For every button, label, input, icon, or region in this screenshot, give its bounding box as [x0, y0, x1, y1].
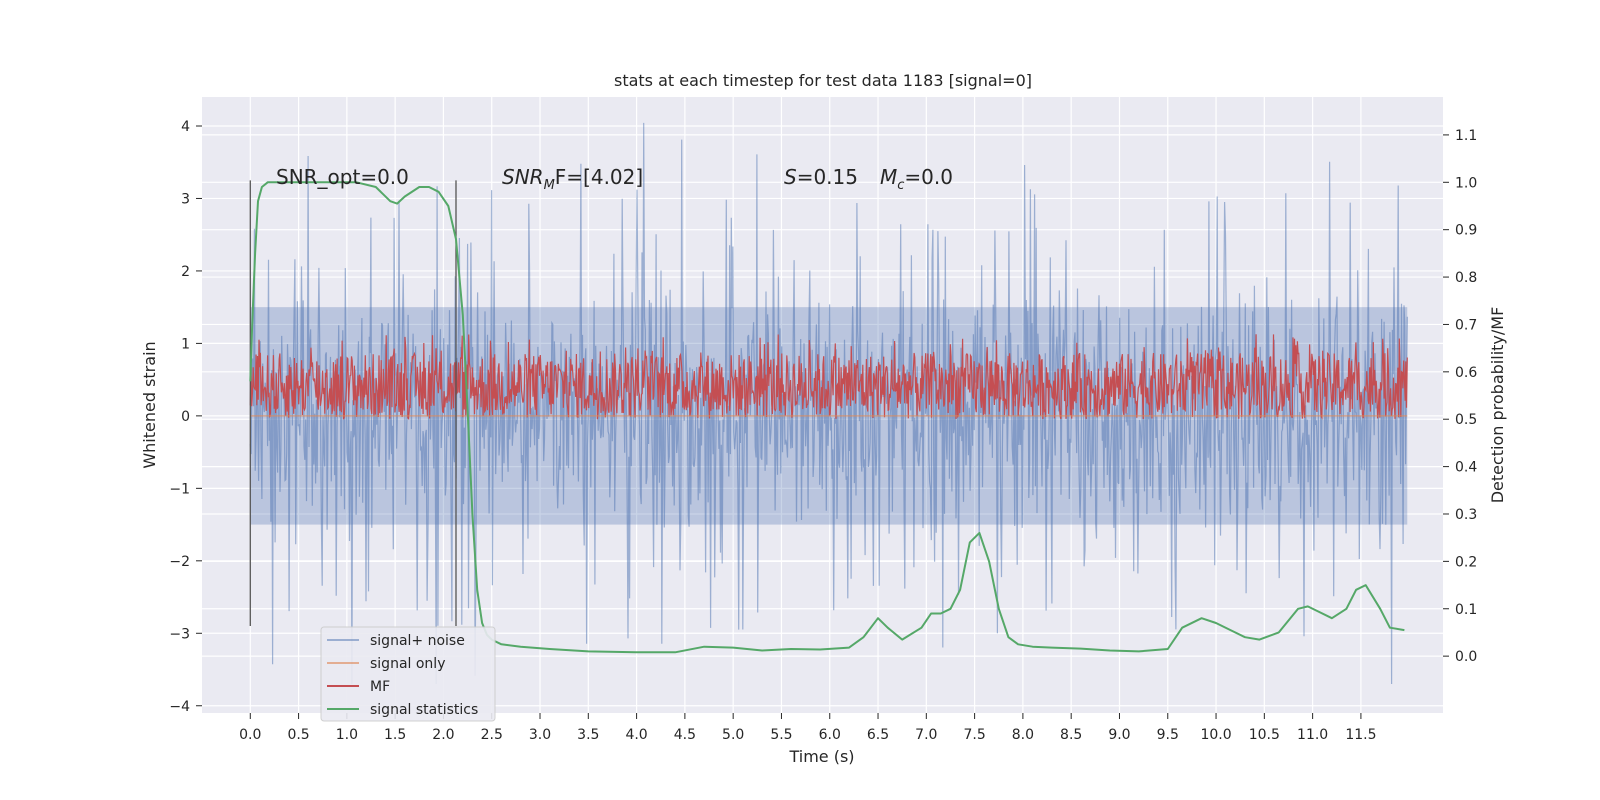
y2-tick-label: 1.0	[1455, 175, 1477, 191]
annotation-snr-opt: SNR_opt=0.0	[276, 165, 409, 189]
y-tick-label: 0	[181, 409, 190, 425]
signal-noise-line	[249, 122, 1408, 685]
x-tick-label: 3.0	[529, 727, 551, 743]
x-tick-label: 2.5	[481, 727, 503, 743]
y2-tick-label: 0.0	[1455, 649, 1477, 665]
annotation-snr-mf-rest: F=[4.02]	[555, 165, 643, 189]
x-axis-label: Time (s)	[788, 747, 854, 766]
annotation-mc: Mc=0.0	[880, 165, 953, 193]
legend-label-signal-statistics: signal statistics	[370, 702, 478, 718]
y-tick-label: 4	[181, 119, 190, 135]
y-tick-label: −4	[169, 699, 190, 715]
x-axis-ticks: 0.0 0.5 1.0 1.5 2.0 2.5 3.0 3.5 4.0 4.5 5.0 5.5 6.0 6…	[239, 713, 1376, 743]
x-tick-label: 0.5	[287, 727, 309, 743]
signal-statistics-line	[249, 181, 1405, 654]
y2-tick-label: 0.4	[1455, 460, 1477, 476]
y2-tick-label: 0.9	[1455, 223, 1477, 239]
x-tick-label: 8.5	[1060, 727, 1082, 743]
y2-tick-label: 0.1	[1455, 602, 1477, 618]
annotation-snr-mf-sub: M	[544, 178, 555, 193]
annotation-mc-value: =0.0	[904, 165, 953, 189]
y-axis-ticks: 4 3 2 1 0 −1 −2 −3 −4	[169, 119, 202, 715]
y-tick-label: 2	[181, 264, 190, 280]
annotation-snr-mf-italic: SNR	[502, 165, 544, 189]
y-tick-label: 3	[181, 191, 190, 207]
x-tick-label: 9.5	[1157, 727, 1179, 743]
chart-title: stats at each timestep for test data 118…	[614, 71, 1032, 90]
x-tick-label: 10.0	[1200, 727, 1231, 743]
y2-tick-label: 0.5	[1455, 412, 1477, 428]
y-tick-label: −3	[169, 626, 190, 642]
y-axis-label: Whitened strain	[140, 341, 159, 468]
x-tick-label: 11.0	[1297, 727, 1328, 743]
annotation-mc-sub: c	[897, 178, 904, 193]
legend-label-mf: MF	[370, 679, 390, 695]
x-tick-label: 5.5	[770, 727, 792, 743]
x-tick-label: 2.0	[432, 727, 454, 743]
series-mf	[249, 334, 1408, 421]
x-tick-label: 7.5	[963, 727, 985, 743]
x-tick-label: 3.5	[577, 727, 599, 743]
y2-tick-label: 0.2	[1455, 554, 1477, 570]
x-tick-label: 7.0	[915, 727, 937, 743]
annotation-s-italic: S	[784, 165, 797, 189]
x-tick-label: 0.0	[239, 727, 261, 743]
x-tick-label: 4.0	[625, 727, 647, 743]
x-tick-label: 1.5	[384, 727, 406, 743]
event-markers	[249, 180, 457, 627]
legend-label-signal-only: signal only	[370, 656, 445, 672]
annotation-snr-mf: SNRMF=[4.02]	[502, 165, 643, 193]
x-tick-label: 6.0	[819, 727, 841, 743]
x-tick-label: 10.5	[1249, 727, 1280, 743]
y2-tick-label: 1.1	[1455, 128, 1477, 144]
y2-axis-ticks: 1.1 1.0 0.9 0.8 0.7 0.6 0.5 0.4 0.3 0.2 0.1 0.0	[1443, 128, 1477, 665]
x-tick-label: 11.5	[1345, 727, 1376, 743]
y2-tick-label: 0.8	[1455, 270, 1477, 286]
x-tick-label: 5.0	[722, 727, 744, 743]
y2-axis-label: Detection probability/MF	[1488, 307, 1507, 504]
annotation-s: S=0.15	[784, 165, 858, 189]
x-tick-label: 4.5	[674, 727, 696, 743]
x-tick-label: 6.5	[867, 727, 889, 743]
annotation-mc-italic: M	[880, 165, 897, 189]
mf-line	[249, 334, 1408, 421]
y2-tick-label: 0.7	[1455, 317, 1477, 333]
y-tick-label: −1	[169, 481, 190, 497]
x-tick-label: 1.0	[336, 727, 358, 743]
x-tick-label: 9.0	[1108, 727, 1130, 743]
y2-tick-label: 0.3	[1455, 507, 1477, 523]
annotation-s-value: =0.15	[797, 165, 858, 189]
annotations: SNR_opt=0.0 SNRMF=[4.02] S=0.15 Mc=0.0	[276, 165, 953, 193]
y-tick-label: −2	[169, 554, 190, 570]
legend-box	[320, 626, 496, 722]
series-signal-statistics	[249, 181, 1405, 654]
y-tick-label: 1	[181, 336, 190, 352]
y2-tick-label: 0.6	[1455, 365, 1477, 381]
x-tick-label: 8.0	[1012, 727, 1034, 743]
legend-label-signal-noise: signal+ noise	[370, 633, 465, 649]
legend: signal+ noise signal only MF signal stat…	[320, 626, 496, 722]
